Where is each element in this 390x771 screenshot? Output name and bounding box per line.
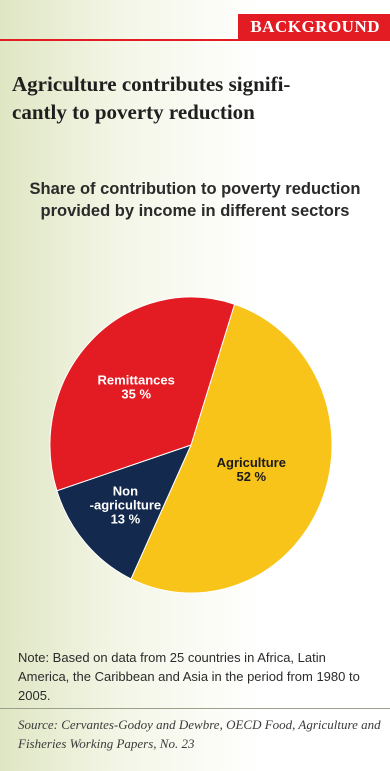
chart-title: Share of contribution to poverty reducti…	[29, 180, 361, 220]
pie-slice-nonagriculture	[56, 444, 192, 580]
slice-label-agriculture: Agriculture	[217, 455, 286, 470]
slice-value-remittances: 35 %	[121, 386, 151, 401]
slice-label-nonagriculture: -agriculture	[90, 498, 162, 513]
headline-line-1: Agriculture contributes signifi-	[12, 72, 291, 96]
headline-line-2: cantly to poverty reduction	[12, 100, 255, 124]
chart-note: Note: Based on data from 25 countries in…	[18, 650, 360, 703]
pie-slices	[49, 296, 333, 594]
slice-value-agriculture: 52 %	[236, 469, 266, 484]
slice-label-nonagriculture: Non	[113, 484, 138, 499]
header-rule	[0, 39, 390, 41]
footer-divider	[0, 708, 390, 709]
source-citation: Source: Cervantes-Godoy and Dewbre, OECD…	[18, 717, 381, 751]
slice-value-nonagriculture: 13 %	[111, 512, 141, 527]
section-tag: BACKGROUND	[238, 14, 390, 40]
pie-slice-agriculture	[130, 303, 333, 594]
pie-slice-remittances	[49, 296, 236, 492]
slice-label-remittances: Remittances	[98, 372, 175, 387]
headline: Agriculture contributes signifi- cantly …	[12, 70, 382, 126]
